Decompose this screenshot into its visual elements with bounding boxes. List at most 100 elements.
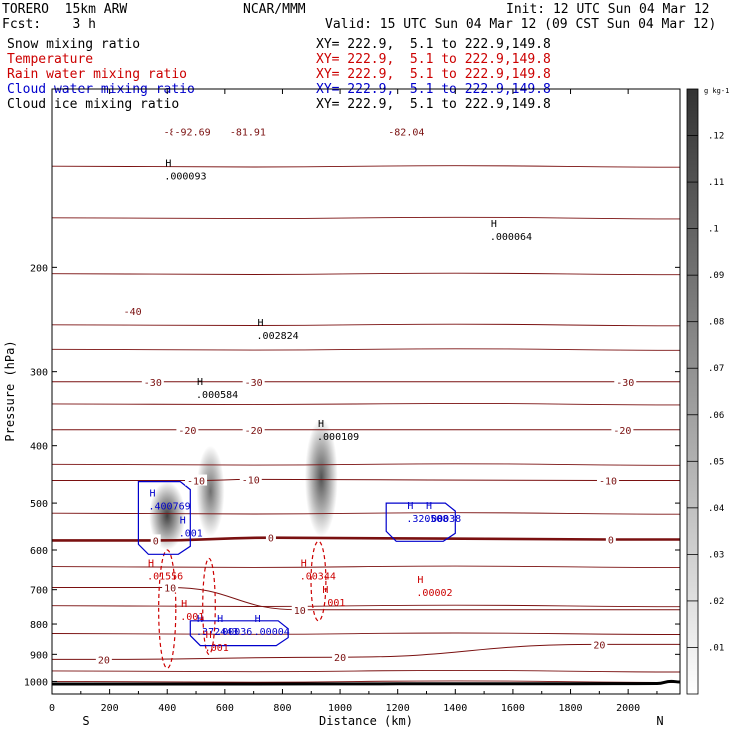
isotherm-line bbox=[52, 463, 680, 466]
isotherm-label: -10 bbox=[599, 477, 617, 488]
maximum-value: .00036 bbox=[216, 627, 252, 638]
isotherm-label-bg bbox=[176, 423, 199, 435]
y-tick-label: 800 bbox=[30, 620, 48, 631]
isotherm-label: -82.04 bbox=[388, 128, 424, 139]
maximum-marker: H bbox=[217, 614, 223, 625]
isotherm-label: -20 bbox=[613, 426, 631, 437]
maximum-marker: H bbox=[255, 614, 261, 625]
isotherm-label-bg bbox=[605, 533, 616, 545]
maximum-value: .00344 bbox=[300, 572, 336, 583]
maximum-marker: H bbox=[206, 630, 212, 641]
snow-core bbox=[196, 445, 225, 537]
maximum-value: .01556 bbox=[147, 572, 183, 583]
colorbar-tick-label: .02 bbox=[708, 597, 724, 607]
isotherm-line bbox=[52, 604, 680, 608]
maximum-marker: H bbox=[491, 219, 497, 230]
isotherm-label: 0 bbox=[608, 536, 614, 547]
maximum-value: .00004 bbox=[254, 627, 290, 638]
rain-contour bbox=[310, 540, 327, 622]
contour-labels: -83.02-92.69 -81.91 -82.04 -40 -30 -30 -30 -20 -… bbox=[95, 125, 637, 666]
colorbar-tick-label: .08 bbox=[708, 318, 724, 328]
isotherm-label: 0 bbox=[153, 536, 159, 547]
north-label: N bbox=[656, 714, 663, 728]
rain-contour bbox=[158, 549, 177, 669]
isotherm-label-bg bbox=[141, 375, 164, 387]
maximum-marker: H bbox=[197, 377, 203, 388]
rain-contour bbox=[202, 557, 216, 655]
colorbar-ramp bbox=[686, 88, 699, 695]
legend-cloud-ice: Cloud ice mixing ratio bbox=[7, 97, 180, 112]
isotherm-label-bg bbox=[242, 375, 265, 387]
temperature-isotherms bbox=[52, 165, 680, 683]
isotherm-line bbox=[52, 536, 680, 542]
colorbar-tick-label: .1 bbox=[708, 225, 719, 235]
maximum-marker: H bbox=[148, 559, 154, 570]
isotherm-label: -83.02 bbox=[164, 128, 200, 139]
isotherm-label-bg bbox=[239, 473, 262, 485]
isotherm-label: -30 bbox=[616, 378, 634, 389]
terrain-line bbox=[52, 679, 680, 686]
isotherm-line bbox=[52, 680, 680, 683]
x-tick-label: 1600 bbox=[501, 703, 525, 714]
center-label: NCAR/MMM bbox=[243, 2, 306, 17]
maximum-value: .00038 bbox=[425, 514, 461, 525]
legend-cloud-water: Cloud water mixing ratio bbox=[7, 82, 195, 97]
valid-time: Valid: 15 UTC Sun 04 Mar 12 (09 CST Sun … bbox=[325, 17, 717, 32]
y-tick-label: 600 bbox=[30, 546, 48, 557]
maximum-value: .000109 bbox=[317, 432, 359, 443]
south-label: S bbox=[82, 714, 89, 728]
colorbar-tick-label: .04 bbox=[708, 504, 724, 514]
isotherm-label: 20 bbox=[334, 653, 346, 664]
isotherm-label: -81.91 bbox=[230, 128, 266, 139]
y-tick-label: 900 bbox=[30, 650, 48, 661]
isotherm-label-bg bbox=[161, 125, 202, 137]
x-axis-label: Distance (km) bbox=[319, 714, 413, 728]
isotherm-label-bg bbox=[291, 603, 308, 615]
isotherm-label-bg bbox=[227, 125, 268, 137]
rain-water-contours bbox=[158, 540, 327, 669]
isotherm-line bbox=[52, 586, 680, 611]
isotherm-label: -30 bbox=[245, 378, 263, 389]
isotherm-line bbox=[52, 669, 680, 673]
isotherm-label-bg bbox=[95, 653, 112, 665]
x-tick-label: 2000 bbox=[616, 703, 640, 714]
xsec-cloud-ice: XY= 222.9, 5.1 to 222.9,149.8 bbox=[316, 97, 551, 112]
isotherm-line bbox=[52, 165, 680, 168]
colorbar-tick-label: .05 bbox=[708, 457, 724, 467]
cloud-water-contour bbox=[385, 502, 456, 542]
isotherm-line bbox=[52, 323, 680, 327]
legend-snow: Snow mixing ratio bbox=[7, 37, 141, 52]
snow-mixing-ratio-shading bbox=[149, 418, 338, 551]
maximum-value: .00002 bbox=[416, 588, 452, 599]
cloud-water-contours bbox=[137, 481, 456, 647]
model-title: TORERO 15km ARW bbox=[2, 2, 128, 17]
maximum-marker: H bbox=[180, 515, 186, 526]
colorbar-tick-label: .12 bbox=[708, 132, 724, 142]
isotherm-line bbox=[52, 216, 680, 220]
init-time: Init: 12 UTC Sun 04 Mar 12 bbox=[506, 2, 710, 17]
isotherm-label: -10 bbox=[187, 477, 205, 488]
maximum-marker: H bbox=[322, 585, 328, 596]
x-tick-label: 0 bbox=[49, 703, 55, 714]
x-tick-label: 200 bbox=[101, 703, 119, 714]
x-tick-label: 1000 bbox=[328, 703, 352, 714]
x-tick-label: 1800 bbox=[558, 703, 582, 714]
isotherm-line bbox=[52, 512, 680, 515]
maximum-value: .000093 bbox=[164, 172, 206, 183]
x-tick-label: 600 bbox=[216, 703, 234, 714]
legend-rain: Rain water mixing ratio bbox=[7, 67, 188, 82]
colorbar-unit: g kg-1 bbox=[704, 87, 729, 95]
isotherm-label-bg bbox=[332, 651, 349, 663]
isotherm-label: 0 bbox=[268, 534, 274, 545]
isotherm-line bbox=[52, 565, 680, 569]
legend-temperature: Temperature bbox=[7, 52, 94, 67]
isotherm-label: 20 bbox=[98, 655, 110, 666]
y-tick-label: 200 bbox=[30, 263, 48, 274]
plot-frame bbox=[51, 88, 681, 695]
x-tick-label: 1200 bbox=[386, 703, 410, 714]
cloud-water-contour bbox=[189, 620, 289, 647]
maximum-value: .001 bbox=[180, 612, 204, 623]
isotherm-label: -92.69 bbox=[175, 128, 211, 139]
colorbar-tick-label: .03 bbox=[708, 550, 724, 560]
